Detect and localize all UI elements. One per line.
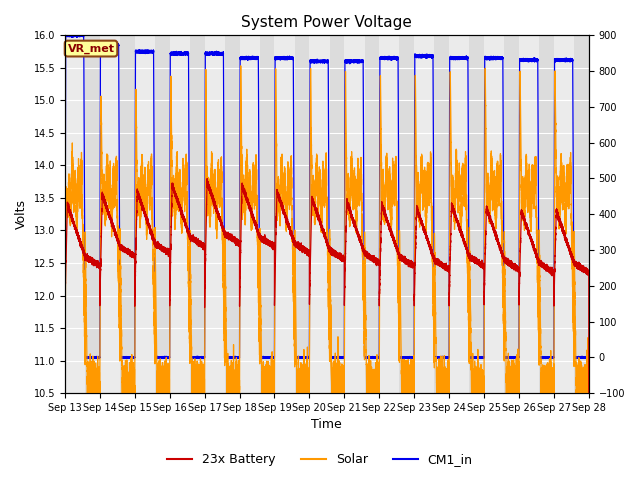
Bar: [135, 36, 155, 393]
Title: System Power Voltage: System Power Voltage: [241, 15, 412, 30]
Bar: [65, 36, 85, 393]
Text: VR_met: VR_met: [68, 43, 115, 54]
Bar: [100, 36, 120, 393]
Bar: [205, 36, 225, 393]
Bar: [344, 36, 365, 393]
Legend: 23x Battery, Solar, CM1_in: 23x Battery, Solar, CM1_in: [163, 448, 477, 471]
Y-axis label: Volts: Volts: [15, 199, 28, 229]
Bar: [449, 36, 469, 393]
Bar: [275, 36, 294, 393]
Bar: [309, 36, 330, 393]
Bar: [414, 36, 435, 393]
Bar: [554, 36, 574, 393]
X-axis label: Time: Time: [312, 419, 342, 432]
Bar: [239, 36, 260, 393]
Bar: [484, 36, 504, 393]
Bar: [519, 36, 539, 393]
Bar: [170, 36, 190, 393]
Bar: [380, 36, 399, 393]
